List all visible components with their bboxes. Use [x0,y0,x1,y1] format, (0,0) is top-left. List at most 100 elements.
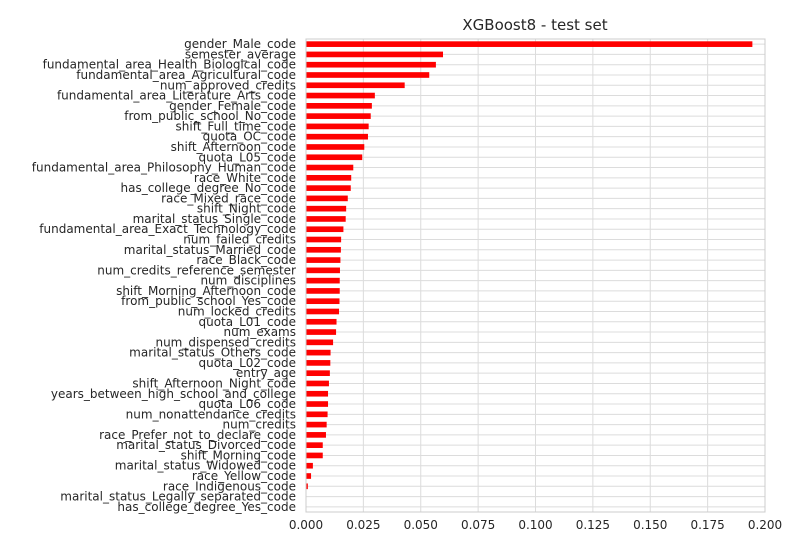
bar [306,236,342,243]
bar [306,103,372,109]
category-label: fundamental_area_Health_Biological_code [43,58,296,72]
bar [306,123,369,130]
bar [306,246,341,253]
x-tick-label: 0.025 [346,518,380,532]
bar [306,82,405,89]
category-label: race_Prefer_not_to_declare_code [99,428,296,442]
category-label: fundamental_area_Exact_Technology_code [39,222,296,236]
bar [306,41,753,47]
category-label: semester_average [185,47,296,61]
bar [306,411,328,418]
bar [306,380,329,387]
x-tick-label: 0.200 [748,518,782,532]
category-label: race_Yellow_code [192,469,296,483]
x-tick-label: 0.050 [404,518,438,532]
bar [306,51,444,58]
x-tick-label: 0.075 [461,518,495,532]
bar [306,401,329,407]
category-label: marital_status_Single_code [133,212,296,226]
category-label: fundamental_area_Literature_Arts_code [57,89,296,103]
bar [306,318,337,325]
x-tick-labels: 0.000 0.025 0.050 0.075 0.100 0.125 0.150 0.175… [289,518,782,532]
bar [306,92,375,99]
bar [306,360,331,366]
grid-layer [305,39,766,512]
category-label: entry_age [236,366,296,380]
bar [306,277,340,284]
category-label: marital_status_Widowed_code [115,459,296,473]
category-label: years_between_high_school_and_college [51,387,296,401]
bar [306,113,371,119]
category-label: num_dispensed_credits [155,335,296,349]
category-label: has_college_degree_Yes_code [117,500,296,514]
category-label: shift_Night_code [197,202,296,216]
bar [306,205,347,212]
x-tick-label: 0.100 [518,518,552,532]
category-label: num_failed_credits [183,233,296,247]
chart-title: XGBoost8 - test set [462,16,607,34]
bar [306,133,368,140]
category-label: shift_Afternoon_Night_code [132,376,296,390]
bar [306,370,330,377]
category-label: shift_Morning_Afternoon_code [116,284,296,298]
bar [306,483,308,490]
bar [306,349,331,356]
bar [306,432,326,438]
category-label: num_exams [224,325,296,339]
bar [306,267,340,274]
category-label: from_public_school_Yes_code [121,294,296,308]
bar [306,442,323,448]
bar [306,257,341,263]
bar [306,473,312,479]
category-label: marital_status_Divorced_code [116,438,296,452]
category-labels: gender_Male_codesemester_averagefundamen… [32,37,296,514]
category-label: marital_status_Others_code [129,346,296,360]
category-label: race_White_code [194,171,296,185]
bars-layer [306,41,753,490]
category-label: marital_status_Married_code [124,243,296,257]
x-tick-label: 0.150 [633,518,667,532]
x-tick-label: 0.000 [289,518,323,532]
category-label: race_Indigenous_code [163,479,296,493]
category-label: num_approved_credits [160,78,296,92]
category-label: shift_Morning_code [181,448,296,462]
bar [306,421,327,428]
category-label: marital_status_Legally_separated_code [60,490,296,504]
category-label: gender_Female_code [169,99,296,113]
bar [306,61,436,68]
category-label: quota_L06_code [198,397,296,411]
bar [306,174,352,181]
bar [306,195,348,202]
category-label: gender_Male_code [184,37,296,51]
bar [306,298,340,305]
bar [306,462,313,469]
category-label: fundamental_area_Philosophy_Human_code [32,161,296,175]
bar [306,288,340,294]
category-label: quota_L02_code [198,356,296,370]
category-label: shift_Afternoon_code [171,140,296,154]
category-label: num_locked_credits [178,304,296,318]
category-label: race_Mixed_race_code [161,191,296,205]
bar [306,216,346,222]
bar [306,339,334,346]
category-label: fundamental_area_Agricultural_code [76,68,296,82]
bar [306,144,365,150]
bar [306,390,329,397]
bar [306,185,351,191]
bar [306,154,363,161]
bar [306,308,340,315]
bar [306,452,323,459]
bar [306,226,344,233]
category-label: num_credits [223,418,296,432]
x-tick-label: 0.125 [576,518,610,532]
bar [306,164,354,171]
category-label: has_college_degree_No_code [120,181,296,195]
category-label: from_public_school_No_code [124,109,296,123]
bar [306,72,430,78]
category-label: quota_OC_code [203,130,296,144]
category-label: num_nonattendance_credits [126,407,296,421]
category-label: num_disciplines [200,274,296,288]
category-label: race_Black_code [196,253,296,267]
